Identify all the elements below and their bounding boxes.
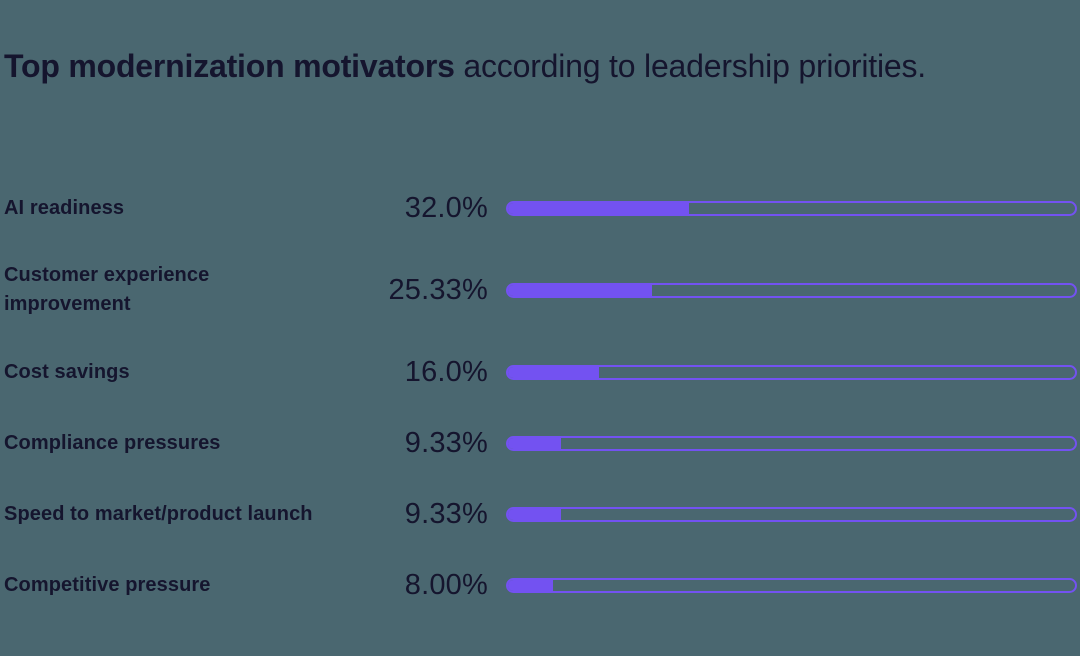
category-label: Cost savings: [4, 360, 130, 383]
category-label: AI readiness: [4, 196, 125, 219]
bar-track: [506, 282, 1077, 298]
chart-title-regular: according to leadership priorities.: [454, 48, 926, 84]
bar-row: Competitive pressure 8.00%: [4, 561, 1077, 609]
value-label: 8.00%: [404, 568, 488, 601]
bar-track: [506, 577, 1077, 593]
bar-fill: [508, 284, 652, 296]
bar-fill: [508, 508, 561, 520]
value-label: 16.0%: [404, 355, 488, 388]
bar-row: Customer experience improvement 25.33%: [4, 255, 1077, 325]
value-label: 9.33%: [404, 426, 488, 459]
category-label: Competitive pressure: [4, 573, 211, 596]
bar-row: AI readiness 32.0%: [4, 184, 1077, 232]
bar-row: Speed to market/product launch 9.33%: [4, 490, 1077, 538]
bar-track: [506, 200, 1077, 216]
value-label: 9.33%: [404, 497, 488, 530]
category-label: Compliance pressures: [4, 431, 221, 454]
value-label: 32.0%: [404, 191, 488, 224]
bar-row: Compliance pressures 9.33%: [4, 419, 1077, 467]
bar-track: [506, 435, 1077, 451]
category-label: Speed to market/product launch: [4, 502, 313, 525]
category-label: Customer experience improvement: [4, 264, 210, 315]
chart-title-bold: Top modernization motivators: [4, 48, 455, 84]
bar-fill: [508, 366, 599, 378]
chart-title: Top modernization motivators according t…: [4, 46, 964, 86]
bar-rows: AI readiness 32.0% Customer experience i…: [4, 184, 1077, 609]
bar-fill: [508, 579, 554, 591]
bar-track: [506, 364, 1077, 380]
bar-fill: [508, 437, 561, 449]
bar-row: Cost savings 16.0%: [4, 348, 1077, 396]
value-label: 25.33%: [388, 273, 488, 306]
bar-track: [506, 506, 1077, 522]
bar-fill: [508, 202, 690, 214]
